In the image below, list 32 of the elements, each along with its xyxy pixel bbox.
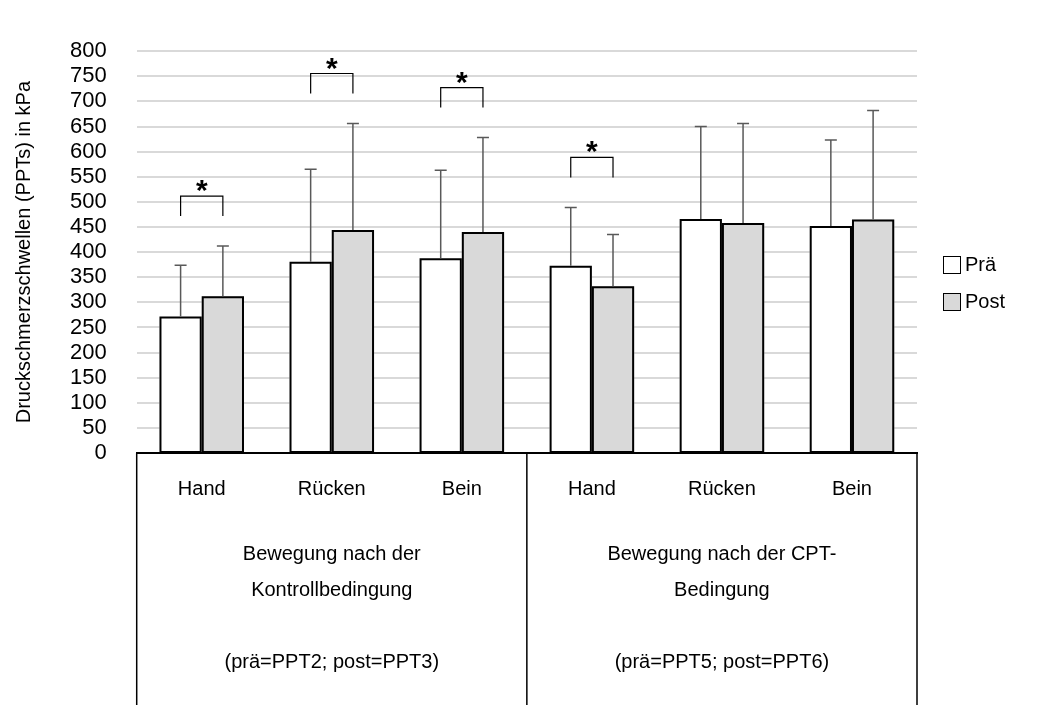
y-tick-label: 800	[69, 37, 107, 63]
y-tick-label: 100	[69, 388, 107, 414]
y-tick-label: 300	[69, 288, 107, 314]
y-tick-label: 400	[69, 238, 107, 264]
annotation: *	[455, 64, 468, 98]
legend-label: Prä	[965, 253, 997, 276]
y-tick-label: 250	[69, 313, 107, 339]
annotation: *	[586, 134, 599, 168]
y-tick-label: 600	[69, 137, 107, 163]
y-tick-label: 0	[94, 439, 107, 465]
y-axis-title: Druckschmerzschwellen (PPTs) in kPa	[11, 80, 34, 424]
y-tick-label: 700	[69, 87, 107, 113]
x-tick-label: Hand	[177, 476, 226, 499]
text: Bewegung nach der Kontrollbedingung (prä=PPT2; post=PPT3)	[224, 541, 440, 672]
text: Bewegung nach der CPT- Bedingung (prä=PPT5; post=PPT6)	[607, 541, 837, 672]
y-tick-label: 200	[69, 338, 107, 364]
annotation: *	[325, 50, 338, 84]
x-tick-label: Bein	[441, 476, 482, 499]
y-tick-label: 50	[82, 413, 107, 439]
y-tick-label: 500	[69, 187, 107, 213]
x-tick-label: Bein	[831, 476, 872, 499]
x-tick-label: Rücken	[688, 476, 756, 499]
y-tick-label: 750	[69, 62, 107, 88]
y-tick-label: 450	[69, 213, 107, 239]
x-tick-label: Hand	[567, 476, 616, 499]
legend-label: Post	[965, 290, 1006, 313]
x-tick-label: Rücken	[297, 476, 366, 499]
y-tick-label: 350	[69, 263, 107, 289]
y-tick-label: 550	[69, 162, 107, 188]
annotation: *	[195, 173, 208, 207]
y-tick-label: 650	[69, 112, 107, 138]
y-tick-label: 150	[69, 363, 107, 389]
